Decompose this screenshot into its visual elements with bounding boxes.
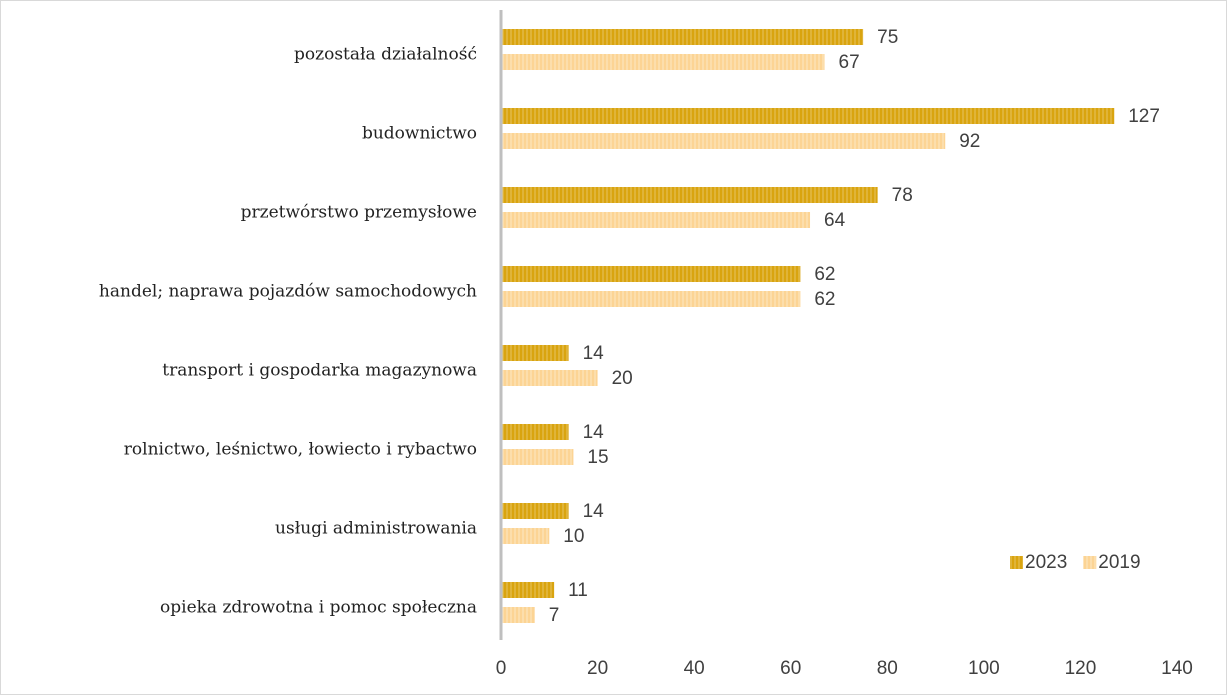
bar <box>501 133 946 149</box>
category-label: opieka zdrowotna i pomoc społeczna <box>160 598 477 618</box>
x-tick-label: 20 <box>587 658 608 679</box>
value-label: 10 <box>563 526 584 547</box>
x-tick-label: 60 <box>780 658 801 679</box>
value-label: 14 <box>583 501 605 522</box>
category-label: handel; naprawa pojazdów samochodowych <box>99 282 477 302</box>
bar <box>501 582 555 598</box>
x-tick-label: 0 <box>496 658 507 679</box>
bar <box>501 266 801 282</box>
value-label: 75 <box>877 27 898 48</box>
x-tick-label: 80 <box>877 658 898 679</box>
legend-label: 2023 <box>1025 552 1067 573</box>
category-label: transport i gospodarka magazynowa <box>162 361 477 381</box>
value-label: 67 <box>839 52 860 73</box>
bar <box>501 607 535 623</box>
bar <box>501 54 825 70</box>
value-label: 62 <box>814 289 835 310</box>
bar <box>501 291 801 307</box>
x-tick-label: 100 <box>968 658 1000 679</box>
value-label: 14 <box>583 422 605 443</box>
bar <box>501 187 878 203</box>
bar <box>501 503 569 519</box>
x-tick-label: 40 <box>684 658 705 679</box>
category-label: usługi administrowania <box>275 519 477 539</box>
value-label: 62 <box>814 264 835 285</box>
value-label: 127 <box>1128 106 1160 127</box>
value-label: 78 <box>892 185 913 206</box>
bar <box>501 29 864 45</box>
category-label: pozostała działalność <box>294 45 477 65</box>
value-label: 7 <box>549 605 560 626</box>
legend-swatch <box>1010 556 1023 569</box>
bar <box>501 345 569 361</box>
value-label: 14 <box>583 343 605 364</box>
category-label: rolnictwo, leśnictwo, łowiecto i rybactw… <box>124 440 477 460</box>
x-tick-label: 140 <box>1161 658 1193 679</box>
x-tick-label: 120 <box>1065 658 1097 679</box>
legend-swatch <box>1083 556 1097 569</box>
category-label: przetwórstwo przemysłowe <box>241 203 477 223</box>
value-label: 20 <box>612 368 633 389</box>
legend-label: 2019 <box>1098 552 1140 573</box>
bar <box>501 108 1115 124</box>
bar <box>501 212 811 228</box>
value-label: 15 <box>587 447 608 468</box>
value-label: 92 <box>959 131 980 152</box>
value-label: 11 <box>568 580 588 601</box>
category-label: budownictwo <box>362 124 477 144</box>
bar <box>501 449 574 465</box>
value-label: 64 <box>824 210 846 231</box>
bar <box>501 424 569 440</box>
bar <box>501 528 550 544</box>
bar <box>501 370 598 386</box>
